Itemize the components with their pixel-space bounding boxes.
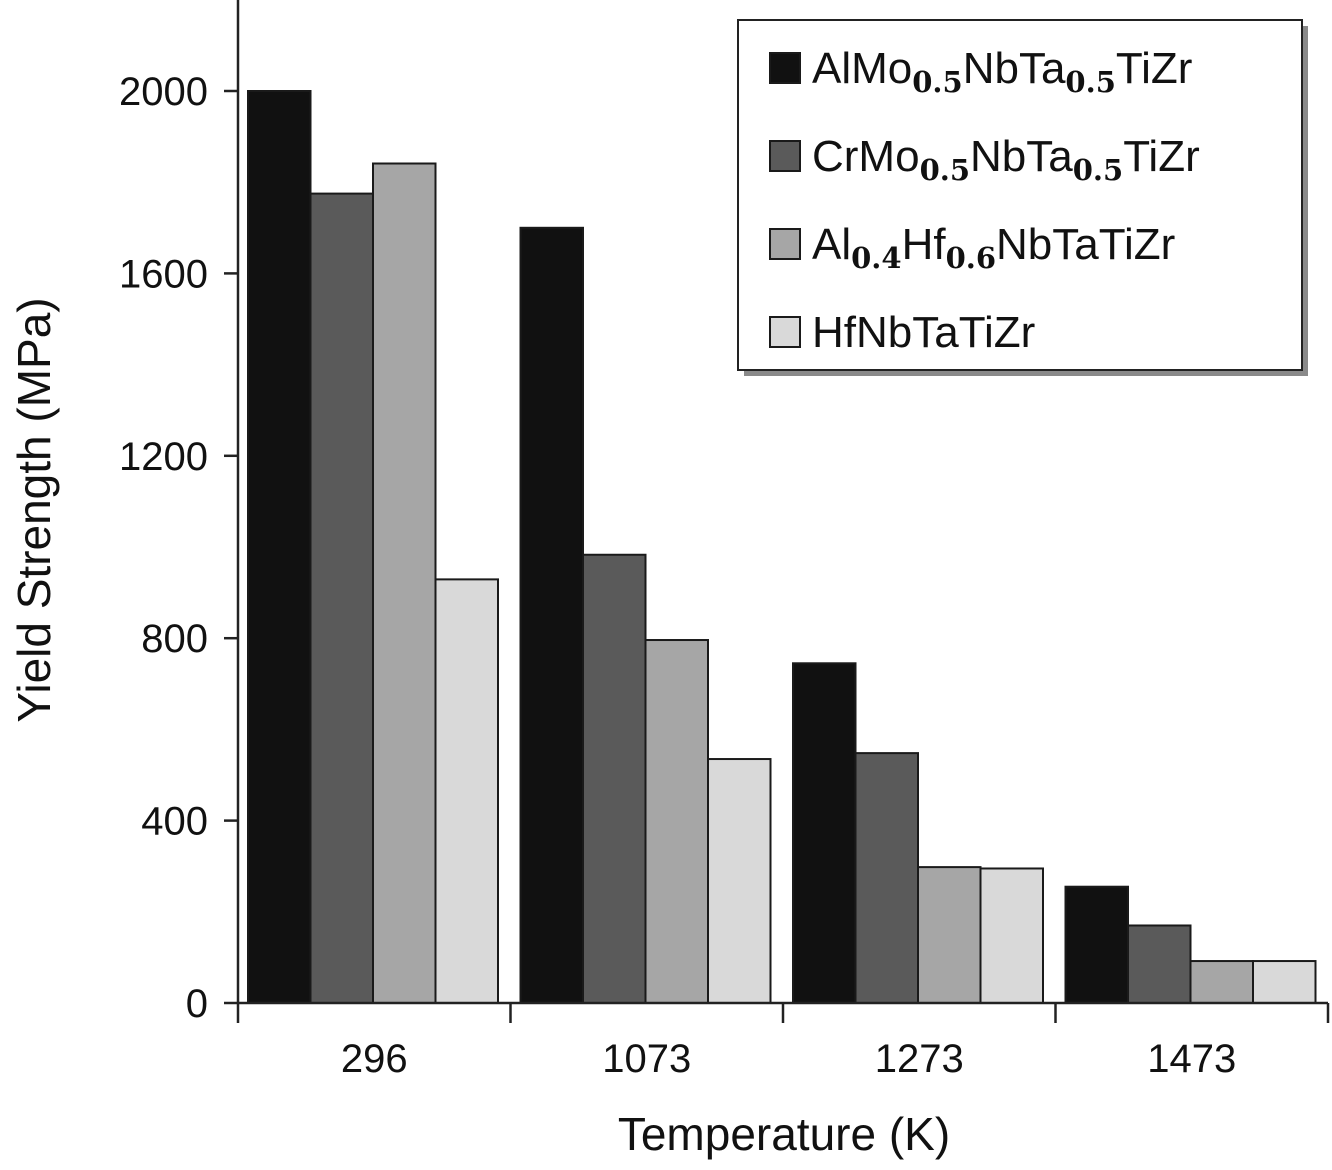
bar-s3-c0 [434, 578, 499, 1004]
x-tick-label-3: 1473 [1147, 1037, 1236, 1081]
x-axis-title: Temperature (K) [618, 1108, 950, 1160]
bar-s1-c3 [1127, 924, 1192, 1004]
legend-box [737, 19, 1303, 371]
bars-layer [247, 90, 1317, 1005]
y-tick-labels: 0 400 800 1200 1600 2000 [119, 70, 208, 1026]
legend-swatch-1 [769, 140, 801, 172]
y-tick-label-1: 400 [141, 800, 208, 844]
y-tick-label-5: 2000 [119, 70, 208, 114]
bar-s2-c1 [644, 639, 709, 1004]
bar-s1-c0 [309, 192, 374, 1005]
legend-label-1: CrMo0.5NbTa0.5TiZr [812, 132, 1200, 187]
bar-s2-c3 [1189, 960, 1254, 1004]
y-tick-label-4: 1600 [119, 252, 208, 296]
bar-s3-c3 [1252, 960, 1317, 1004]
y-axis-title: Yield Strength (MPa) [8, 297, 60, 722]
bar-s3-c1 [707, 758, 772, 1004]
axes-layer [224, 0, 1330, 1023]
y-tick-label-3: 1200 [119, 435, 208, 479]
legend-swatch-2 [769, 228, 801, 260]
bar-s2-c0 [372, 162, 437, 1004]
legend: AlMo0.5NbTa0.5TiZr CrMo0.5NbTa0.5TiZr Al0.… [737, 19, 1308, 376]
x-tick-label-0: 296 [341, 1037, 408, 1081]
legend-label-2: Al0.4Hf0.6NbTaTiZr [812, 220, 1175, 275]
legend-swatch-3 [769, 316, 801, 348]
bar-s2-c2 [917, 866, 982, 1004]
bar-s1-c1 [582, 553, 647, 1004]
bar-s0-c1 [519, 226, 584, 1005]
legend-label-3: HfNbTaTiZr [812, 308, 1035, 357]
x-tick-labels: 296 1073 1273 1473 [341, 1037, 1236, 1081]
y-tick-label-0: 0 [186, 982, 208, 1026]
bar-s0-c0 [247, 90, 312, 1004]
bar-s0-c2 [792, 662, 857, 1005]
bar-s3-c2 [979, 867, 1044, 1004]
y-tick-label-2: 800 [141, 617, 208, 661]
bar-s1-c2 [854, 752, 919, 1004]
bar-s0-c3 [1064, 885, 1129, 1004]
x-tick-label-2: 1273 [875, 1037, 964, 1081]
legend-label-0: AlMo0.5NbTa0.5TiZr [812, 44, 1192, 99]
legend-swatch-0 [769, 52, 801, 84]
x-tick-label-1: 1073 [602, 1037, 691, 1081]
